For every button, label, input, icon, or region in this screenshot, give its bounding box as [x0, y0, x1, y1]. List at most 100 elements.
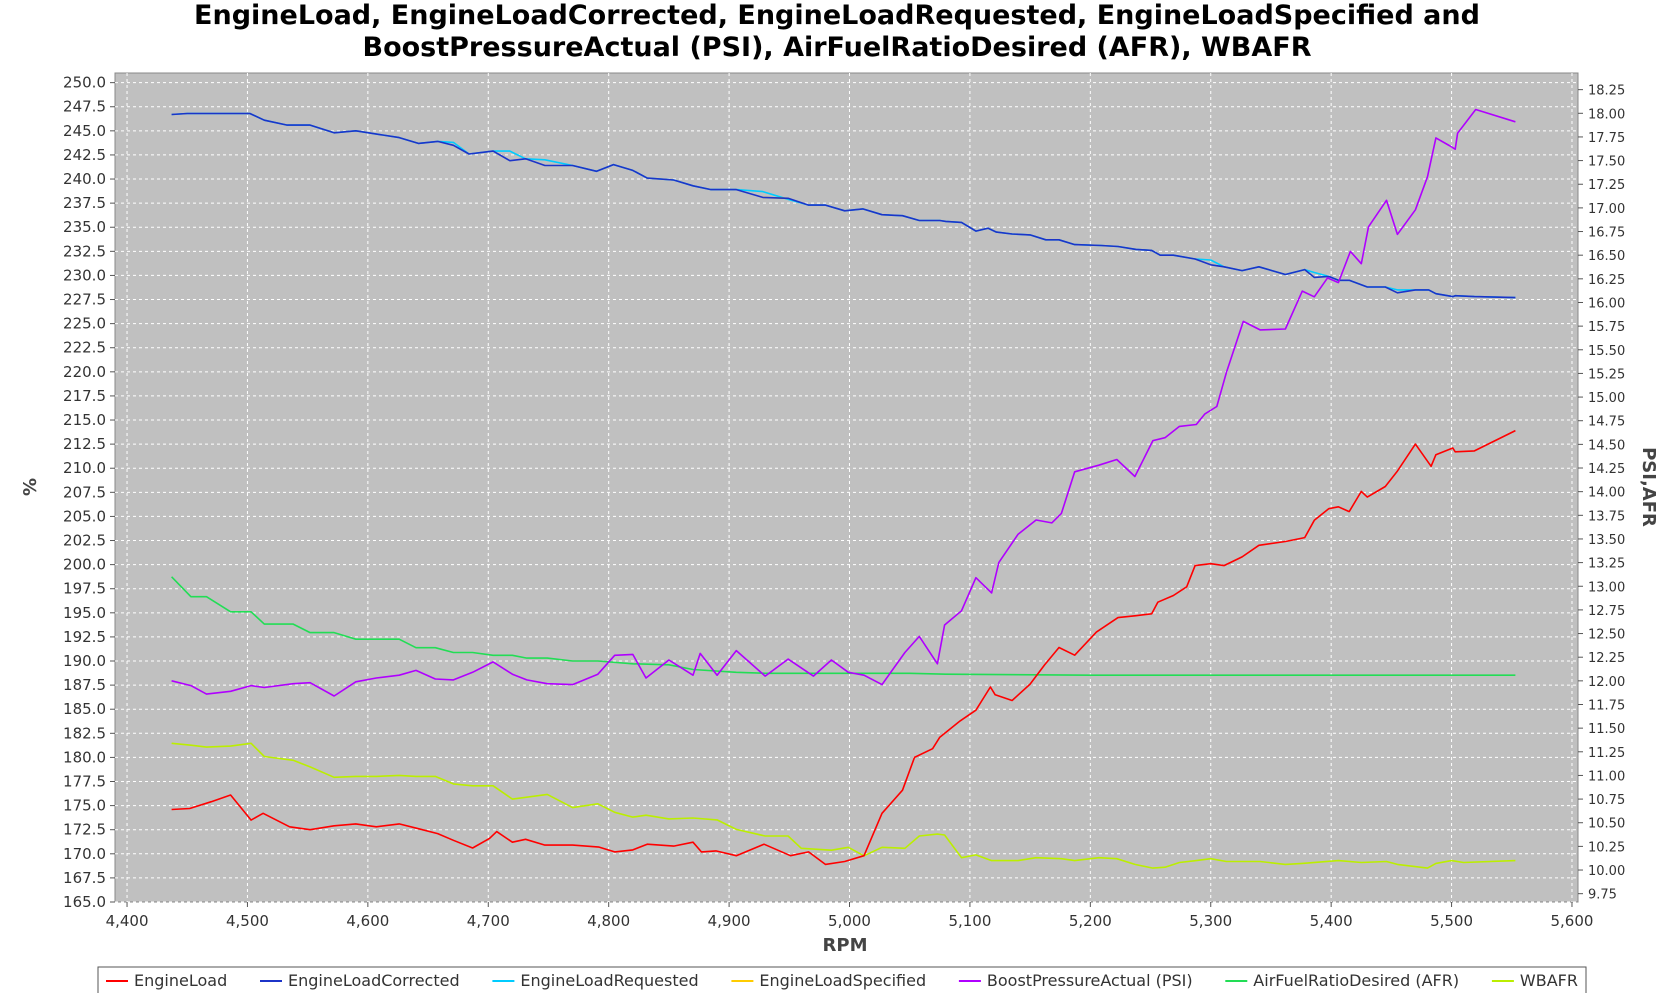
x-tick-label: 5,500 [1430, 912, 1473, 930]
y-left-tick-label: 192.5 [63, 628, 106, 646]
series-line-boostpressureactual-psi [171, 108, 1516, 697]
y-right-tick-label: 13.25 [1588, 557, 1625, 572]
y-right-tick-label: 17.50 [1588, 155, 1625, 170]
y-right-tick-label: 11.75 [1588, 698, 1625, 713]
series-line-engineload [171, 429, 1516, 866]
x-axis-label: RPM [823, 935, 868, 956]
y-right-tick-label: 14.00 [1588, 486, 1625, 501]
legend-item: WBAFR [1491, 971, 1578, 990]
y-right-tick-label: 12.00 [1588, 675, 1625, 690]
y-right-tick-label: 16.00 [1588, 296, 1625, 311]
legend-item: AirFuelRatioDesired (AFR) [1225, 971, 1459, 990]
series-line-wbafr [171, 742, 1516, 869]
y-right-tick-label: 15.50 [1588, 344, 1625, 359]
legend: EngineLoad EngineLoadCorrected EngineLoadR… [97, 966, 1587, 993]
y-left-tick-label: 182.5 [63, 724, 106, 742]
y-right-tick-label: 12.50 [1588, 628, 1625, 643]
y-left-tick-label: 242.5 [63, 146, 106, 164]
y-axis-left-label: % [20, 478, 41, 496]
series-line-engineloadcorrected [171, 112, 1516, 299]
y-left-tick-label: 175.0 [63, 797, 106, 815]
x-tick-label: 4,700 [467, 912, 510, 930]
y-left-tick-label: 185.0 [63, 700, 106, 718]
y-left-tick-label: 170.0 [63, 845, 106, 863]
y-right-tick-label: 18.25 [1588, 84, 1625, 99]
legend-label: EngineLoadRequested [520, 971, 698, 990]
y-right-tick-label: 11.00 [1588, 769, 1625, 784]
y-right-tick-label: 14.50 [1588, 438, 1625, 453]
legend-item: EngineLoadRequested [492, 971, 699, 990]
left-axis: 165.0 167.5 170.0 172.5 175.0 177.5 180.0 182.5… [63, 74, 115, 911]
legend-item: EngineLoad [106, 971, 227, 990]
y-right-tick-label: 13.50 [1588, 533, 1625, 548]
x-tick-label: 4,500 [226, 912, 269, 930]
y-left-tick-label: 190.0 [63, 652, 106, 670]
x-tick-label: 5,300 [1189, 912, 1232, 930]
y-left-tick-label: 235.0 [63, 218, 106, 236]
x-tick-label: 4,900 [708, 912, 751, 930]
y-left-tick-label: 212.5 [63, 435, 106, 453]
right-axis: 9.75 10.00 10.25 10.50 10.75 11.00 11.25 11.50 1… [1578, 84, 1625, 903]
y-left-tick-label: 205.0 [63, 507, 106, 525]
y-left-tick-label: 197.5 [63, 580, 106, 598]
y-right-tick-label: 16.75 [1588, 226, 1625, 241]
grid-lines [115, 73, 1578, 903]
y-left-tick-label: 200.0 [63, 556, 106, 574]
y-right-tick-label: 13.75 [1588, 509, 1625, 524]
y-right-tick-label: 17.75 [1588, 131, 1625, 146]
chart-title-line-2: BoostPressureActual (PSI), AirFuelRatioD… [362, 32, 1311, 63]
legend-label: BoostPressureActual (PSI) [987, 971, 1193, 990]
y-right-tick-label: 18.00 [1588, 107, 1625, 122]
y-right-tick-label: 10.25 [1588, 840, 1625, 855]
y-left-tick-label: 250.0 [63, 74, 106, 92]
y-left-tick-label: 215.0 [63, 411, 106, 429]
y-right-tick-label: 17.00 [1588, 202, 1625, 217]
x-tick-label: 5,600 [1551, 912, 1594, 930]
y-left-tick-label: 187.5 [63, 676, 106, 694]
legend-item: BoostPressureActual (PSI) [958, 971, 1193, 990]
legend-box [97, 966, 1587, 993]
y-left-tick-label: 240.0 [63, 170, 106, 188]
y-left-tick-label: 220.0 [63, 363, 106, 381]
y-left-tick-label: 232.5 [63, 242, 106, 260]
x-tick-label: 4,800 [587, 912, 630, 930]
y-left-tick-label: 245.0 [63, 122, 106, 140]
legend-label: EngineLoadCorrected [288, 971, 460, 990]
y-left-tick-label: 237.5 [63, 194, 106, 212]
y-left-tick-label: 225.0 [63, 315, 106, 333]
y-left-tick-label: 247.5 [63, 98, 106, 116]
x-tick-label: 5,200 [1069, 912, 1112, 930]
legend-item: EngineLoadSpecified [731, 971, 926, 990]
x-tick-label: 5,100 [948, 912, 991, 930]
y-right-tick-label: 16.50 [1588, 249, 1625, 264]
y-left-tick-label: 195.0 [63, 604, 106, 622]
x-tick-label: 5,000 [828, 912, 871, 930]
y-right-tick-label: 13.00 [1588, 580, 1625, 595]
y-left-tick-label: 180.0 [63, 748, 106, 766]
x-tick-label: 4,600 [346, 912, 389, 930]
y-right-tick-label: 11.25 [1588, 746, 1625, 761]
y-left-tick-label: 222.5 [63, 339, 106, 357]
legend-label: EngineLoadSpecified [759, 971, 926, 990]
y-right-tick-label: 10.75 [1588, 793, 1625, 808]
y-right-tick-label: 15.25 [1588, 367, 1625, 382]
y-right-tick-label: 12.75 [1588, 604, 1625, 619]
y-left-tick-label: 165.0 [63, 893, 106, 911]
y-right-tick-label: 14.75 [1588, 415, 1625, 430]
y-axis-right-label: PSI,AFR [1638, 447, 1659, 527]
y-left-tick-label: 172.5 [63, 821, 106, 839]
chart-title-line-1: EngineLoad, EngineLoadCorrected, EngineL… [194, 0, 1480, 31]
legend-label: EngineLoad [134, 971, 227, 990]
y-right-tick-label: 9.75 [1588, 888, 1617, 903]
y-right-tick-label: 10.00 [1588, 864, 1625, 879]
x-tick-label: 4,400 [106, 912, 149, 930]
y-right-tick-label: 17.25 [1588, 178, 1625, 193]
y-left-tick-label: 227.5 [63, 291, 106, 309]
y-right-tick-label: 12.25 [1588, 651, 1625, 666]
y-left-tick-label: 202.5 [63, 532, 106, 550]
y-left-tick-label: 230.0 [63, 266, 106, 284]
series-line-airfuelratiodesired-afr [171, 576, 1516, 677]
legend-item: EngineLoadCorrected [260, 971, 460, 990]
y-left-tick-label: 177.5 [63, 773, 106, 791]
